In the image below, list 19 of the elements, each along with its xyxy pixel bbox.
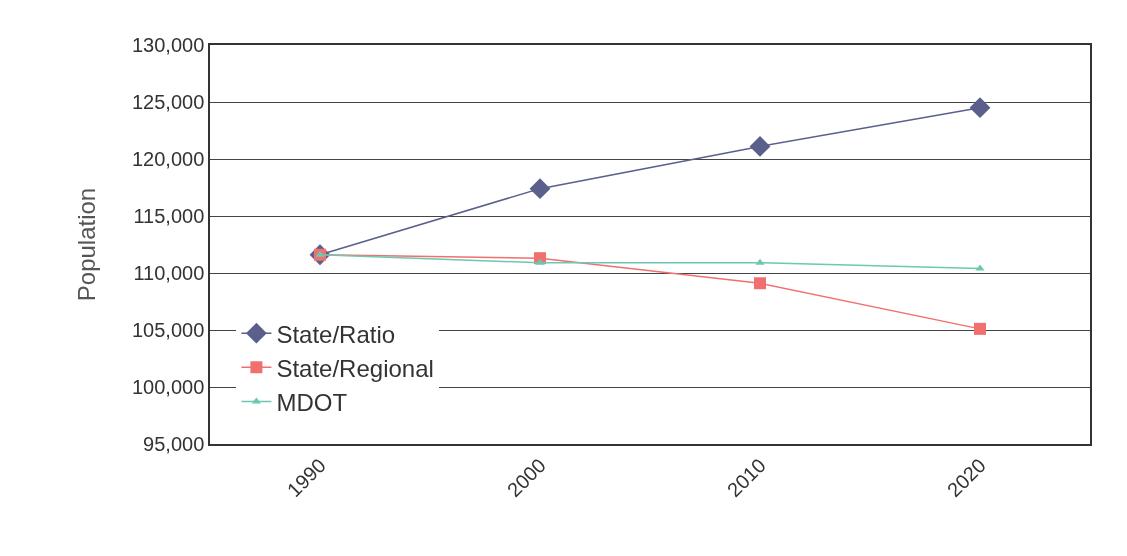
point [529, 178, 551, 200]
point [749, 136, 771, 157]
y-tick-label: 105,000 [131, 319, 205, 341]
y-tick-label: 130,000 [131, 34, 205, 56]
point [974, 322, 986, 335]
y-tick-label: 110,000 [133, 262, 205, 284]
point [535, 258, 545, 265]
y-tick-label: 120,000 [131, 148, 205, 170]
point [754, 277, 766, 290]
y-axis-title: Population [72, 187, 100, 302]
legend-label: MDOT [276, 388, 348, 416]
point [755, 258, 765, 265]
legend-label: State/Ratio [276, 320, 396, 348]
y-tick-label: 95,000 [143, 433, 205, 455]
y-tick-label: 125,000 [131, 91, 205, 113]
y-tick-label: 100,000 [131, 376, 205, 398]
point [969, 97, 991, 119]
y-tick-label: 115,000 [133, 205, 205, 227]
legend-label: State/Regional [276, 354, 434, 382]
